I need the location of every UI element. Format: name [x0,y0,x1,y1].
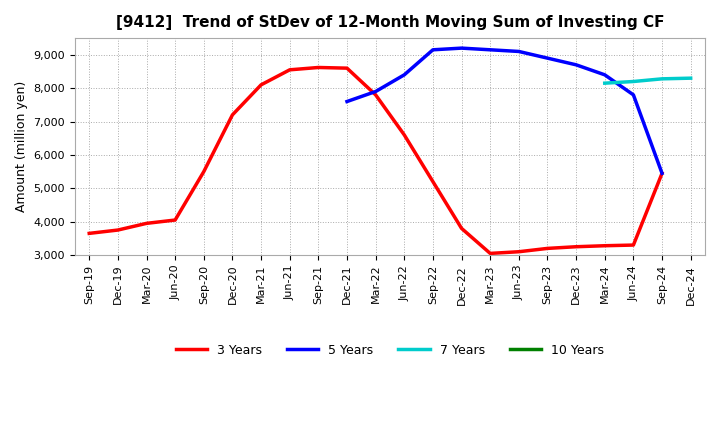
Line: 7 Years: 7 Years [605,78,690,83]
3 Years [400,132,408,138]
5 Years [543,55,552,61]
7 Years [600,81,609,86]
3 Years [142,221,150,226]
3 Years [199,169,208,174]
5 Years [486,47,495,52]
5 Years [572,62,580,67]
3 Years [85,231,94,236]
5 Years [428,47,437,52]
3 Years [114,227,122,233]
3 Years [657,171,666,176]
Line: 5 Years: 5 Years [347,48,662,173]
3 Years [372,92,380,98]
3 Years [600,243,609,248]
3 Years [457,226,466,231]
Y-axis label: Amount (million yen): Amount (million yen) [15,81,28,212]
Line: 3 Years: 3 Years [89,67,662,253]
3 Years [428,179,437,184]
3 Years [629,242,638,248]
3 Years [543,246,552,251]
5 Years [629,92,638,98]
3 Years [515,249,523,254]
5 Years [657,171,666,176]
5 Years [400,72,408,77]
3 Years [171,217,179,223]
5 Years [457,45,466,51]
7 Years [629,79,638,84]
5 Years [515,49,523,54]
5 Years [372,89,380,94]
3 Years [572,244,580,249]
3 Years [285,67,294,73]
5 Years [600,72,609,77]
7 Years [657,76,666,81]
5 Years [343,99,351,104]
Legend: 3 Years, 5 Years, 7 Years, 10 Years: 3 Years, 5 Years, 7 Years, 10 Years [171,339,609,362]
Title: [9412]  Trend of StDev of 12-Month Moving Sum of Investing CF: [9412] Trend of StDev of 12-Month Moving… [116,15,665,30]
7 Years [686,76,695,81]
3 Years [228,112,237,117]
3 Years [314,65,323,70]
3 Years [486,251,495,256]
3 Years [343,66,351,71]
3 Years [257,82,266,88]
